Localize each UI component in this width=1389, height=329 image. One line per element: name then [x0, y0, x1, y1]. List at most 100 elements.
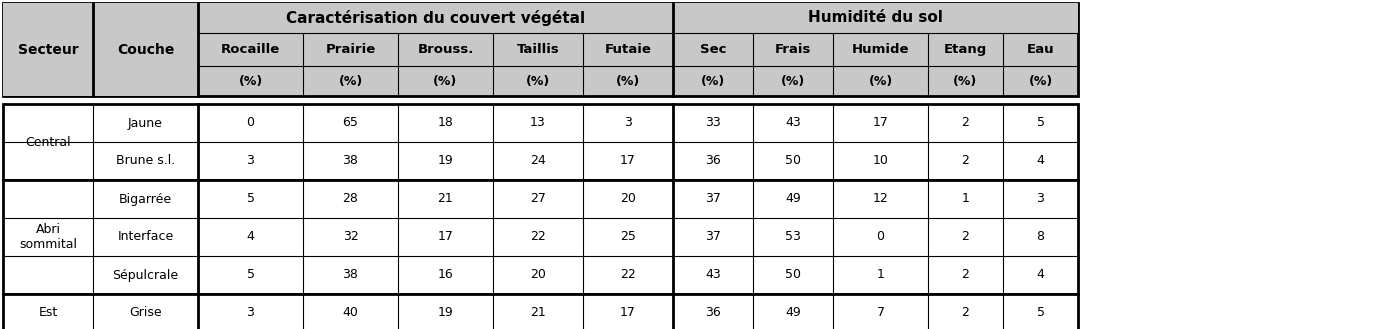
Bar — [3, 294, 1078, 329]
Text: 18: 18 — [438, 116, 453, 130]
Text: 36: 36 — [706, 155, 721, 167]
Text: 21: 21 — [531, 307, 546, 319]
Text: Rocaille: Rocaille — [221, 43, 281, 56]
Text: 4: 4 — [1036, 268, 1045, 282]
Text: 0: 0 — [876, 231, 885, 243]
Text: 43: 43 — [785, 116, 801, 130]
Text: 36: 36 — [706, 307, 721, 319]
Text: 3: 3 — [1036, 192, 1045, 206]
Text: 40: 40 — [343, 307, 358, 319]
Bar — [93, 3, 199, 96]
Text: 37: 37 — [706, 231, 721, 243]
Text: Jaune: Jaune — [128, 116, 163, 130]
Text: Est: Est — [39, 307, 57, 319]
Text: Grise: Grise — [129, 307, 161, 319]
Text: (%): (%) — [781, 74, 806, 88]
Text: 5: 5 — [1036, 116, 1045, 130]
Bar — [199, 3, 674, 33]
Text: 7: 7 — [876, 307, 885, 319]
Text: 0: 0 — [246, 116, 254, 130]
Text: 24: 24 — [531, 155, 546, 167]
Text: (%): (%) — [868, 74, 893, 88]
Text: Humidité du sol: Humidité du sol — [808, 11, 943, 26]
Text: (%): (%) — [615, 74, 640, 88]
Bar — [3, 104, 1078, 180]
Text: 33: 33 — [706, 116, 721, 130]
Text: 17: 17 — [619, 307, 636, 319]
Text: 38: 38 — [343, 268, 358, 282]
Text: Taillis: Taillis — [517, 43, 560, 56]
Text: 43: 43 — [706, 268, 721, 282]
Text: 8: 8 — [1036, 231, 1045, 243]
Text: Futaie: Futaie — [604, 43, 651, 56]
Text: 5: 5 — [1036, 307, 1045, 319]
Text: 20: 20 — [531, 268, 546, 282]
Text: 49: 49 — [785, 307, 801, 319]
Text: 50: 50 — [785, 155, 801, 167]
Bar — [3, 3, 1078, 96]
Text: 32: 32 — [343, 231, 358, 243]
Text: 3: 3 — [247, 307, 254, 319]
Text: (%): (%) — [953, 74, 978, 88]
Text: Couche: Couche — [117, 42, 174, 57]
Text: (%): (%) — [339, 74, 363, 88]
Text: Abri
sommital: Abri sommital — [19, 223, 76, 251]
Text: (%): (%) — [701, 74, 725, 88]
Text: Caractérisation du couvert végétal: Caractérisation du couvert végétal — [286, 10, 585, 26]
Text: 27: 27 — [531, 192, 546, 206]
Text: 21: 21 — [438, 192, 453, 206]
Text: 28: 28 — [343, 192, 358, 206]
Text: 13: 13 — [531, 116, 546, 130]
Text: 16: 16 — [438, 268, 453, 282]
Text: 1: 1 — [876, 268, 885, 282]
Text: 22: 22 — [531, 231, 546, 243]
Text: 19: 19 — [438, 307, 453, 319]
Text: Secteur: Secteur — [18, 42, 78, 57]
Text: 5: 5 — [246, 268, 254, 282]
Text: Prairie: Prairie — [325, 43, 375, 56]
Text: (%): (%) — [1028, 74, 1053, 88]
Text: 22: 22 — [619, 268, 636, 282]
Text: Brune s.l.: Brune s.l. — [115, 155, 175, 167]
Text: 12: 12 — [872, 192, 889, 206]
Text: 49: 49 — [785, 192, 801, 206]
Text: 53: 53 — [785, 231, 801, 243]
Text: 50: 50 — [785, 268, 801, 282]
Text: 38: 38 — [343, 155, 358, 167]
Text: 37: 37 — [706, 192, 721, 206]
Text: Central: Central — [25, 136, 71, 148]
Text: 17: 17 — [438, 231, 453, 243]
Text: Sec: Sec — [700, 43, 726, 56]
Text: Bigarrée: Bigarrée — [119, 192, 172, 206]
Text: (%): (%) — [526, 74, 550, 88]
Bar — [3, 180, 1078, 294]
Text: 3: 3 — [624, 116, 632, 130]
Text: 2: 2 — [961, 231, 970, 243]
Text: 2: 2 — [961, 268, 970, 282]
Text: 2: 2 — [961, 155, 970, 167]
Text: 1: 1 — [961, 192, 970, 206]
Text: 4: 4 — [247, 231, 254, 243]
Text: 20: 20 — [619, 192, 636, 206]
Text: (%): (%) — [239, 74, 263, 88]
Text: 17: 17 — [872, 116, 889, 130]
Text: Frais: Frais — [775, 43, 811, 56]
Text: 5: 5 — [246, 192, 254, 206]
Text: 4: 4 — [1036, 155, 1045, 167]
Text: 2: 2 — [961, 116, 970, 130]
Text: Etang: Etang — [945, 43, 988, 56]
Text: 17: 17 — [619, 155, 636, 167]
Text: Brouss.: Brouss. — [417, 43, 474, 56]
Text: Eau: Eau — [1026, 43, 1054, 56]
Text: Sépulcrale: Sépulcrale — [113, 268, 179, 282]
Bar — [674, 3, 1078, 33]
Text: (%): (%) — [433, 74, 457, 88]
Text: 2: 2 — [961, 307, 970, 319]
Text: 10: 10 — [872, 155, 889, 167]
Text: 65: 65 — [343, 116, 358, 130]
Bar — [3, 3, 93, 96]
Text: Interface: Interface — [118, 231, 174, 243]
Text: 25: 25 — [619, 231, 636, 243]
Text: Humide: Humide — [851, 43, 910, 56]
Text: 19: 19 — [438, 155, 453, 167]
